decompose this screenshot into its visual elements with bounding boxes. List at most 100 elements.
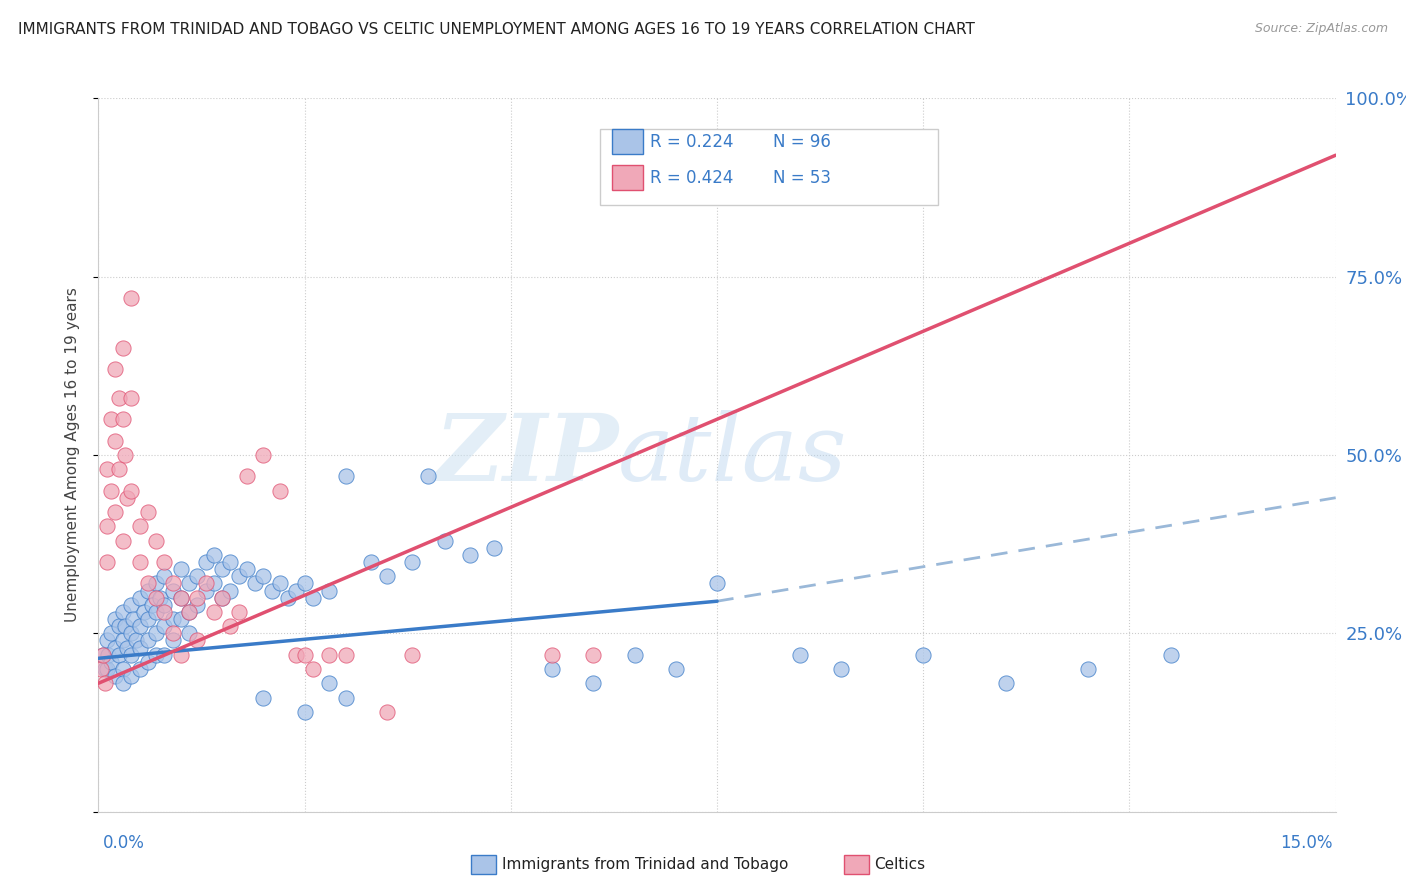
Point: [100, 483, 122, 498]
Point: [294, 648, 316, 662]
Point: [228, 569, 250, 583]
Point: [170, 591, 193, 605]
Point: [170, 648, 193, 662]
Point: [170, 562, 193, 576]
Point: [153, 598, 176, 612]
Point: [541, 662, 564, 676]
Point: [484, 541, 506, 555]
Point: [136, 633, 159, 648]
Point: [128, 619, 150, 633]
Point: [186, 633, 208, 648]
Point: [120, 483, 142, 498]
Point: [112, 633, 135, 648]
Point: [96, 555, 118, 569]
Point: [132, 605, 155, 619]
Point: [145, 533, 167, 548]
Point: [162, 626, 184, 640]
Point: [112, 676, 135, 690]
Point: [1160, 648, 1182, 662]
Point: [90, 662, 112, 676]
Point: [294, 576, 316, 591]
Point: [153, 569, 176, 583]
Point: [136, 612, 159, 626]
Point: [706, 576, 728, 591]
Point: [108, 462, 131, 476]
Point: [96, 462, 118, 476]
Text: atlas: atlas: [619, 410, 848, 500]
Point: [665, 662, 688, 676]
Point: [236, 562, 259, 576]
Point: [335, 648, 357, 662]
Point: [194, 555, 217, 569]
Point: [170, 591, 193, 605]
Point: [830, 662, 852, 676]
Point: [162, 576, 184, 591]
Text: R = 0.424: R = 0.424: [650, 169, 733, 186]
Point: [112, 605, 135, 619]
Point: [994, 676, 1017, 690]
Point: [211, 591, 233, 605]
Point: [186, 591, 208, 605]
Point: [418, 469, 440, 483]
Point: [186, 569, 208, 583]
Point: [112, 412, 135, 426]
Point: [285, 583, 308, 598]
Point: [104, 434, 127, 448]
Point: [117, 491, 139, 505]
Point: [582, 648, 605, 662]
Point: [269, 576, 291, 591]
Point: [153, 605, 176, 619]
Point: [162, 633, 184, 648]
Point: [202, 548, 225, 562]
Point: [179, 626, 201, 640]
Point: [243, 576, 266, 591]
Point: [401, 555, 423, 569]
Point: [120, 648, 142, 662]
Point: [120, 626, 142, 640]
Point: [162, 612, 184, 626]
Point: [100, 412, 122, 426]
Point: [104, 505, 127, 519]
Point: [302, 591, 325, 605]
Point: [179, 605, 201, 619]
Text: N = 96: N = 96: [773, 133, 831, 151]
Point: [114, 448, 136, 462]
Point: [96, 519, 118, 533]
Point: [269, 483, 291, 498]
Point: [104, 362, 127, 376]
Point: [162, 583, 184, 598]
Point: [194, 576, 217, 591]
Text: IMMIGRANTS FROM TRINIDAD AND TOBAGO VS CELTIC UNEMPLOYMENT AMONG AGES 16 TO 19 Y: IMMIGRANTS FROM TRINIDAD AND TOBAGO VS C…: [18, 22, 976, 37]
Point: [318, 583, 340, 598]
Point: [136, 576, 159, 591]
Point: [145, 576, 167, 591]
Point: [153, 648, 176, 662]
Text: R = 0.224: R = 0.224: [650, 133, 733, 151]
Point: [294, 705, 316, 719]
Point: [236, 469, 259, 483]
Point: [94, 676, 117, 690]
Point: [114, 619, 136, 633]
Point: [252, 448, 274, 462]
Point: [179, 605, 201, 619]
Point: [153, 555, 176, 569]
Point: [260, 583, 283, 598]
Point: [228, 605, 250, 619]
Point: [912, 648, 935, 662]
Point: [100, 655, 122, 669]
Point: [91, 648, 114, 662]
Point: [277, 591, 299, 605]
Point: [141, 598, 163, 612]
Point: [211, 562, 233, 576]
Point: [149, 591, 172, 605]
Point: [122, 612, 145, 626]
Point: [96, 633, 118, 648]
Point: [136, 655, 159, 669]
Point: [108, 391, 131, 405]
Point: [335, 690, 357, 705]
Point: [360, 555, 382, 569]
Point: [145, 626, 167, 640]
Point: [117, 640, 139, 655]
Point: [582, 676, 605, 690]
Point: [458, 548, 481, 562]
